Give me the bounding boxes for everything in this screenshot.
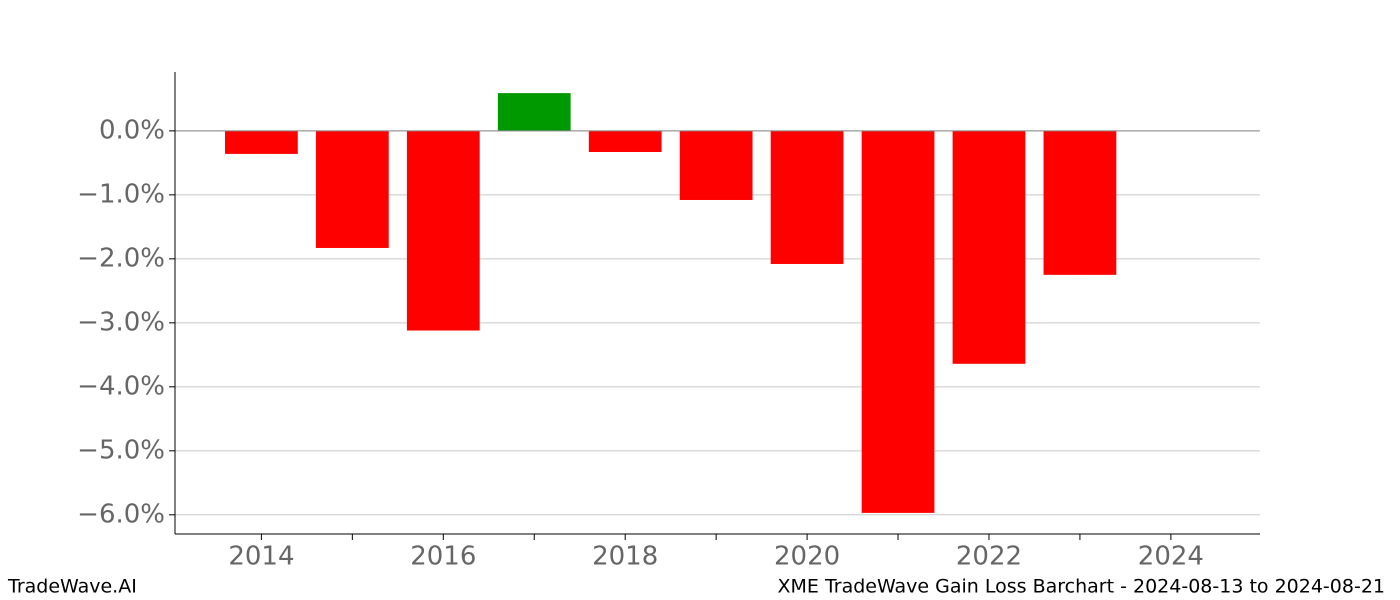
y-tick-label: −5.0% xyxy=(77,435,165,465)
x-tick-label: 2022 xyxy=(956,542,1022,572)
x-tick-label: 2018 xyxy=(592,542,658,572)
y-tick-label: −6.0% xyxy=(77,499,165,529)
y-tick-label: −2.0% xyxy=(77,243,165,273)
y-tick-label: 0.0% xyxy=(99,115,165,145)
bar xyxy=(225,130,298,154)
y-tick-label: −4.0% xyxy=(77,371,165,401)
x-tick-label: 2014 xyxy=(228,542,294,572)
x-tick-label: 2024 xyxy=(1138,542,1204,572)
bar xyxy=(497,93,571,131)
bar xyxy=(588,130,662,152)
bar xyxy=(861,130,935,513)
y-tick-label: −3.0% xyxy=(77,307,165,337)
brand: TradeWave.AI xyxy=(7,576,137,598)
bar xyxy=(1043,130,1117,275)
bar xyxy=(315,130,389,248)
x-tick-label: 2016 xyxy=(410,542,476,572)
bar xyxy=(770,130,844,264)
bar xyxy=(952,130,1026,364)
bar xyxy=(406,130,480,331)
y-tick-label: −1.0% xyxy=(77,179,165,209)
bar xyxy=(679,130,753,200)
chart-caption: XME TradeWave Gain Loss Barchart - 2024-… xyxy=(778,576,1386,598)
x-tick-label: 2020 xyxy=(774,542,840,572)
